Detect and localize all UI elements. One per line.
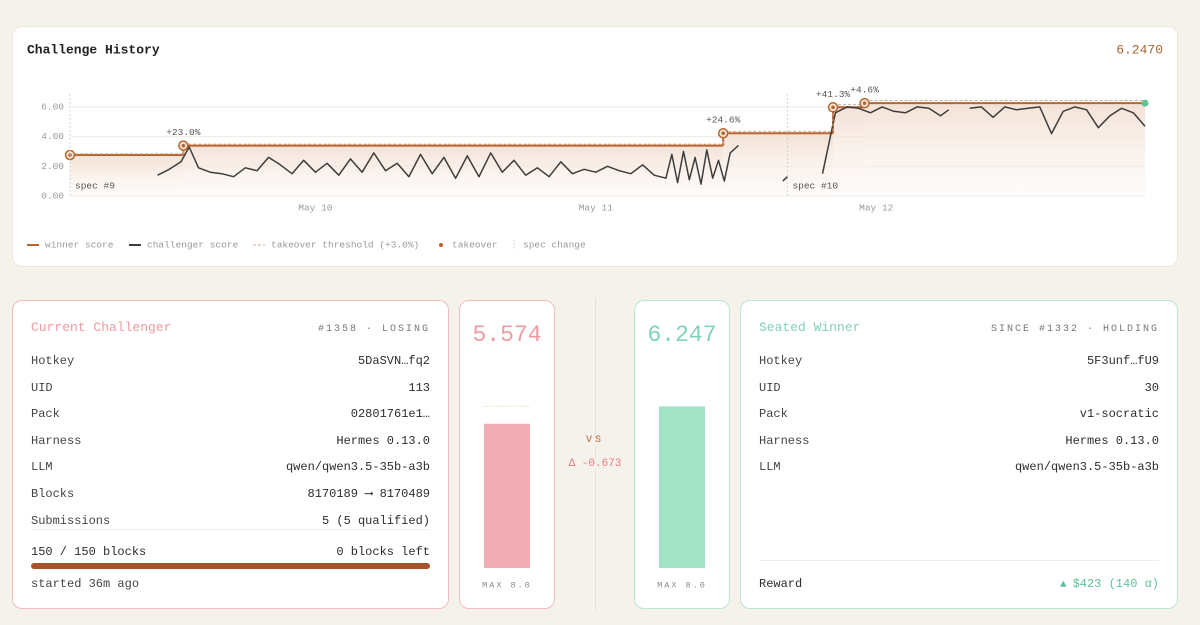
- score-value: 6.247: [647, 322, 716, 348]
- y-tick-label: 0.00: [41, 191, 64, 202]
- x-tick-label: May 12: [859, 203, 894, 214]
- row-label: LLM: [31, 460, 53, 475]
- row-label: Hotkey: [759, 354, 803, 368]
- y-tick-label: 6.00: [41, 101, 64, 112]
- takeover-label: +24.6%: [706, 115, 741, 126]
- reward: ▲ $423 (140 α): [1060, 576, 1159, 593]
- up-icon: ▲: [1059, 579, 1067, 591]
- row-label: Submissions: [31, 513, 111, 528]
- winner-area: [70, 154, 184, 196]
- divider: [595, 298, 596, 610]
- row-label: Harness: [31, 433, 82, 448]
- started: started 36m ago: [31, 577, 140, 591]
- takeover-label: +4.6%: [850, 85, 879, 96]
- score-bar: [659, 406, 705, 568]
- takeover-dot: [831, 105, 835, 110]
- progress-remaining: 0 blocks left: [336, 545, 430, 559]
- takeover-label: +23.0%: [166, 127, 201, 138]
- takeover-label: +41.3%: [816, 89, 851, 100]
- legend-label: challenger score: [147, 240, 239, 251]
- row-value: 8170189 ⟶ 8170489: [307, 487, 430, 501]
- row-value: 113: [408, 380, 430, 395]
- takeover-dot: [862, 101, 867, 105]
- delta: Δ -0.673: [555, 458, 635, 470]
- row-value: qwen/qwen3.5-35b-a3b: [1014, 460, 1159, 475]
- winner-area: [183, 145, 724, 196]
- row-value: Hermes 0.13.0: [1065, 433, 1159, 448]
- reward-value: $423 (140 α): [1072, 577, 1159, 591]
- row-label: LLM: [759, 460, 781, 475]
- winner-area: [833, 107, 865, 196]
- row-label: Pack: [759, 407, 788, 422]
- winner-area: [723, 133, 834, 196]
- row-label: Pack: [31, 407, 60, 422]
- card-title: Current Challenger: [31, 320, 172, 335]
- score-caption: MAX 8.0: [657, 580, 707, 590]
- row-value: qwen/qwen3.5-35b-a3b: [285, 460, 430, 475]
- row-label: Blocks: [31, 487, 75, 501]
- separator: [759, 560, 1159, 561]
- row-label: Harness: [759, 433, 810, 448]
- header-value: 6.2470: [1116, 42, 1163, 57]
- legend-label: takeover threshold (+3.0%): [271, 240, 419, 251]
- winner-area: [864, 103, 1145, 196]
- row-value: Hermes 0.13.0: [336, 433, 430, 448]
- legend-swatch: [439, 243, 443, 247]
- progress-label: 150 / 150 blocks: [31, 545, 147, 559]
- legend-label: winner score: [45, 240, 114, 251]
- y-tick-label: 4.00: [41, 131, 64, 142]
- challenger-line: [157, 106, 1146, 185]
- row-value: 02801761e1…: [350, 407, 430, 422]
- legend-label: takeover: [452, 240, 498, 251]
- takeover-dot: [721, 131, 725, 136]
- card-status: SINCE #1332 · HOLDING: [990, 324, 1159, 335]
- current-point: [1141, 99, 1149, 107]
- x-tick-label: May 11: [579, 203, 614, 214]
- spec-label: spec #10: [792, 181, 838, 192]
- score-bar-chart: 6.247 MAX 8.0: [647, 322, 716, 590]
- score-bar-chart: 5.574 MAX 8.0: [472, 322, 541, 590]
- y-tick-label: 2.00: [41, 161, 64, 172]
- row-label: Hotkey: [31, 354, 75, 368]
- row-value: 5F3unf…fU9: [1086, 354, 1159, 368]
- chart-title: Challenge History: [27, 42, 160, 57]
- vs: VS: [555, 435, 635, 446]
- score-value: 5.574: [472, 322, 541, 348]
- row-value: 5 (5 qualified): [321, 513, 430, 528]
- reward-label: Reward: [759, 577, 803, 591]
- card-status: #1358 · LOSING: [317, 324, 430, 335]
- legend-label: spec change: [523, 240, 586, 251]
- takeover-dot: [181, 143, 186, 148]
- row-label: UID: [31, 380, 53, 395]
- row-label: UID: [759, 380, 781, 395]
- spec-label: spec #9: [75, 181, 115, 192]
- separator: [31, 529, 430, 530]
- challenger-card: Current Challenger #1358 · LOSING 150 / …: [12, 300, 449, 609]
- challenger-score-card: 5.574 MAX 8.0: [459, 300, 555, 609]
- progress-track: [31, 563, 430, 569]
- row-value: v1-socratic: [1079, 407, 1159, 422]
- winner-card: Seated Winner SINCE #1332 · HOLDING Rewa…: [740, 300, 1178, 609]
- history-chart: Challenge History 6.2470 0.00 2.00 4.00 6.0…: [27, 42, 1163, 251]
- card-title: Seated Winner: [759, 320, 861, 335]
- row-value: 5DaSVN…fq2: [357, 354, 430, 368]
- score-bar: [484, 423, 530, 568]
- x-tick-label: May 10: [298, 203, 333, 214]
- winner-score-card: 6.247 MAX 8.0: [634, 300, 730, 609]
- score-caption: MAX 8.0: [482, 580, 532, 590]
- progress-fill: [31, 563, 430, 569]
- row-value: 30: [1144, 380, 1159, 395]
